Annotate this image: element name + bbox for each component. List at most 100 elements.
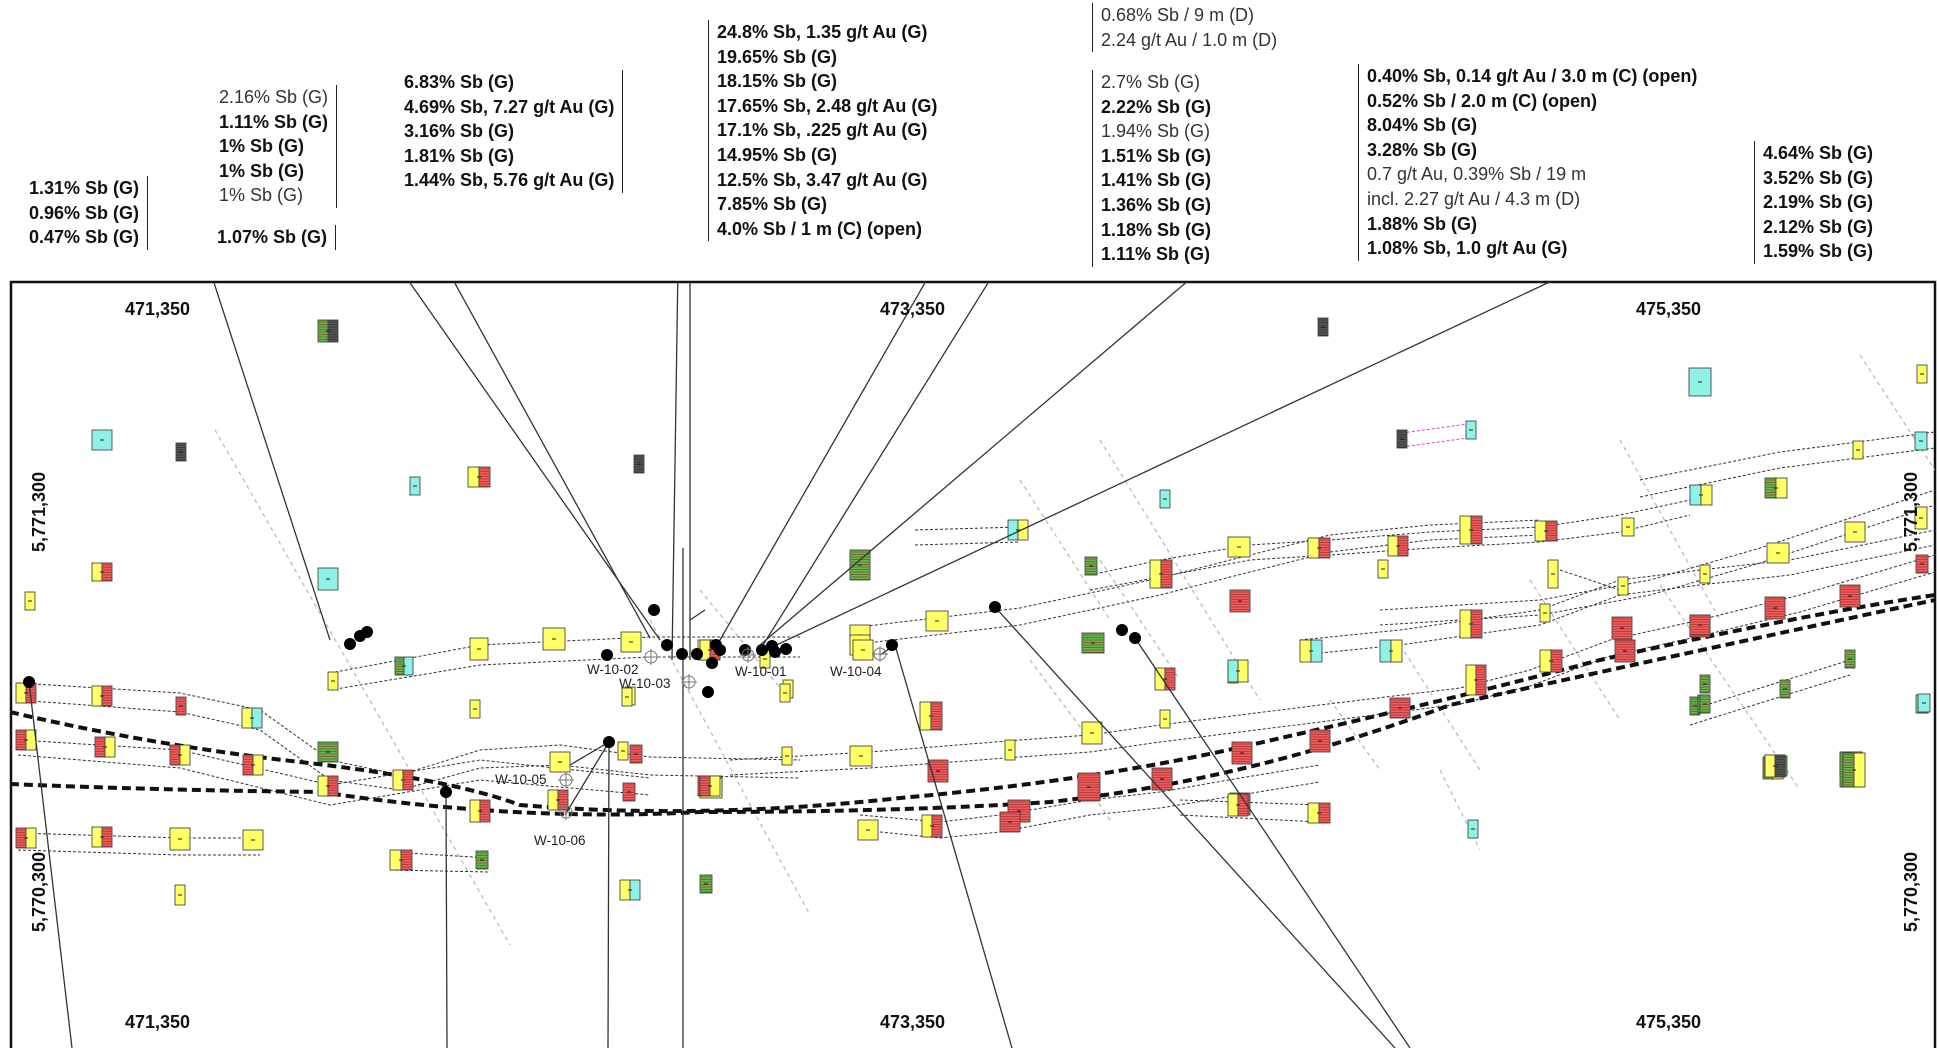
sample-symbol — [1779, 679, 1791, 699]
sample-symbol — [175, 696, 187, 716]
sample-symbol — [1617, 576, 1629, 596]
callout-assays-6: 0.68% Sb / 9 m (D) 2.24 g/t Au / 1.0 m (D… — [1092, 3, 1278, 53]
easting-label-top-1: 471,350 — [125, 299, 190, 319]
sample-symbol — [542, 627, 566, 651]
sample-symbol — [327, 671, 339, 691]
sample-symbol — [467, 466, 491, 488]
leader-lines — [213, 282, 1552, 661]
sample-symbol — [317, 567, 339, 591]
sample-symbol — [1459, 609, 1483, 639]
callout-line: 4.64% Sb (G) — [1763, 143, 1874, 163]
drillhole-label-w-10-04: W-10-04 — [830, 664, 882, 679]
callout-line: incl. 2.27 g/t Au / 4.3 m (D) — [1367, 188, 1581, 209]
callout-assays-4: 6.83% Sb (G) 4.69% Sb, 7.27 g/t Au (G) 3.1… — [404, 70, 624, 193]
northing-label-left-2: 5,770,300 — [29, 852, 49, 932]
callout-line: 1.08% Sb, 1.0 g/t Au (G) — [1367, 238, 1568, 259]
sample-symbol — [242, 829, 264, 851]
callout-line: 1% Sb (G) — [219, 160, 305, 181]
callout-line: 0.47% Sb (G) — [29, 227, 140, 248]
sample-symbol — [619, 879, 641, 901]
sample-symbol — [1611, 616, 1633, 640]
callout-line: 1.31% Sb (G) — [29, 178, 140, 198]
sample-symbol — [919, 701, 943, 731]
callout-line: 12.5% Sb, 3.47 g/t Au (G) — [717, 169, 928, 190]
callout-line: 1.81% Sb (G) — [404, 145, 515, 166]
sample-symbol — [1151, 767, 1173, 791]
callout-line: 14.95% Sb (G) — [717, 144, 838, 165]
callout-line: 24.8% Sb, 1.35 g/t Au (G) — [717, 22, 928, 42]
callout-assays-8: 0.40% Sb, 0.14 g/t Au / 3.0 m (C) (open)… — [1358, 64, 1697, 261]
callout-line: 1.11% Sb (G) — [1101, 244, 1211, 265]
callout-line: 1% Sb (G) — [219, 136, 305, 157]
sample-symbol — [1839, 584, 1861, 608]
sample-symbol — [549, 751, 571, 773]
sample-symbol — [1465, 420, 1477, 440]
callout-line: 1% Sb (G) — [219, 185, 304, 206]
callout-line: 0.7 g/t Au, 0.39% Sb / 19 m — [1367, 164, 1587, 185]
coordinate-labels: 471,350 473,350 475,350 471,350 473,350 … — [29, 299, 1921, 1032]
sample-symbol — [242, 754, 264, 776]
callout-line: 1.44% Sb, 5.76 g/t Au (G) — [404, 170, 615, 191]
sample-symbol — [469, 637, 489, 661]
sample-symbol — [1852, 440, 1864, 460]
sample-symbol — [1007, 519, 1029, 541]
callout-line: 1.11% Sb (G) — [219, 111, 329, 132]
sample-symbol — [1389, 697, 1411, 719]
sample-symbol — [469, 799, 491, 823]
drillhole-traces — [28, 548, 1411, 1048]
sample-symbol — [1317, 317, 1329, 337]
callout-line: 1.41% Sb (G) — [1101, 170, 1212, 191]
sample-symbol — [169, 744, 191, 766]
callout-line: 2.24 g/t Au / 1.0 m (D) — [1101, 29, 1278, 50]
sample-symbol — [1764, 754, 1786, 778]
sample-symbol — [1842, 752, 1866, 788]
callout-line: 6.83% Sb (G) — [404, 72, 515, 92]
drillhole-label-w-10-06: W-10-06 — [534, 833, 586, 848]
sample-symbol — [1396, 429, 1408, 449]
sample-symbol — [1309, 729, 1331, 753]
map-frame — [9, 280, 1937, 1053]
sample-symbol — [1149, 559, 1173, 589]
sample-symbol — [389, 849, 413, 871]
sample-symbol — [621, 687, 633, 707]
sample-symbol — [925, 610, 949, 632]
callout-assays-3: 1.07% Sb (G) — [217, 225, 337, 250]
easting-label-bottom-2: 473,350 — [880, 1012, 945, 1032]
sample-symbol — [174, 884, 186, 906]
drillhole-label-w-10-02: W-10-02 — [587, 662, 639, 677]
callout-line: 2.19% Sb (G) — [1763, 192, 1874, 213]
sample-symbol — [91, 562, 113, 582]
callout-line: 8.04% Sb (G) — [1367, 115, 1478, 136]
sample-symbol — [91, 826, 113, 848]
callout-line: 2.16% Sb (G) — [219, 87, 329, 107]
sample-symbol — [392, 769, 414, 791]
sample-symbol — [1539, 603, 1551, 623]
sample-symbol — [1914, 506, 1928, 530]
sample-symbol — [1614, 639, 1636, 663]
callout-line: 3.52% Sb (G) — [1763, 167, 1874, 188]
sample-symbol — [469, 699, 481, 719]
callout-line: 2.7% Sb (G) — [1101, 72, 1201, 92]
callout-assays-1: 1.31% Sb (G) 0.96% Sb (G) 0.47% Sb (G) — [29, 176, 149, 250]
sample-symbol — [849, 549, 871, 581]
sample-symbol — [547, 789, 569, 811]
sample-symbol — [1917, 693, 1931, 713]
sample-symbols — [15, 317, 1931, 906]
sample-symbol — [1621, 517, 1635, 537]
sample-symbol — [617, 741, 629, 761]
callout-line: 1.59% Sb (G) — [1763, 241, 1874, 262]
sample-symbol — [1084, 556, 1098, 576]
sample-symbol — [921, 814, 943, 838]
callout-line: 17.1% Sb, .225 g/t Au (G) — [717, 120, 928, 141]
sample-symbol — [1004, 739, 1016, 761]
sample-symbol — [633, 454, 645, 474]
callout-line: 17.65% Sb, 2.48 g/t Au (G) — [717, 95, 938, 116]
drillhole-label-w-10-03: W-10-03 — [619, 676, 671, 691]
sample-symbol — [1081, 632, 1105, 654]
callout-line: 2.22% Sb (G) — [1101, 96, 1212, 117]
sample-symbol — [999, 811, 1021, 833]
sample-symbol — [1699, 564, 1711, 584]
sample-symbol — [1689, 484, 1713, 506]
